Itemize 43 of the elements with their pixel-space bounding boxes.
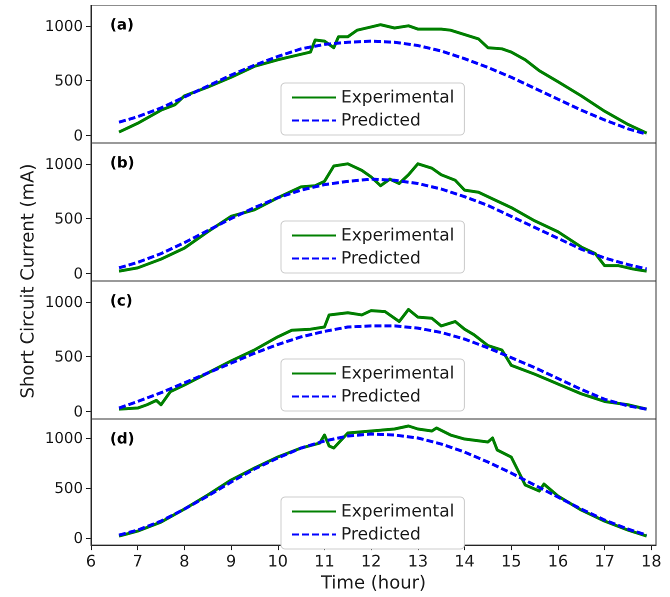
x-tick-label: 14	[454, 552, 475, 571]
annotation: (b)	[110, 154, 134, 172]
y-tick-label: 0	[73, 126, 83, 144]
x-tick-label: 13	[408, 552, 428, 571]
y-tick-label: 500	[54, 72, 83, 90]
legend-label: Experimental	[341, 226, 454, 246]
x-tick-label: 10	[268, 552, 288, 571]
legend-label: Experimental	[341, 364, 454, 384]
legend-label: Experimental	[341, 502, 454, 522]
line-series	[118, 178, 648, 270]
line-series	[118, 40, 648, 136]
annotation: (d)	[110, 430, 134, 448]
x-tick-label: 9	[226, 552, 236, 571]
y-tick-label: 1000	[44, 429, 83, 448]
y-tick-label: 0	[73, 529, 83, 548]
line-series	[118, 324, 648, 411]
line-series	[118, 308, 648, 411]
x-tick-label: 11	[314, 552, 335, 571]
x-tick-label: 16	[548, 552, 568, 571]
x-tick-label: 6	[86, 552, 96, 571]
legend-label: Predicted	[341, 524, 421, 544]
annotation: (a)	[110, 16, 134, 34]
legend-label: Predicted	[341, 110, 421, 130]
y-tick-label: 500	[54, 210, 83, 228]
y-tick-label: 1000	[44, 154, 83, 173]
x-tick-label: 8	[179, 552, 190, 571]
x-tick-label: 17	[594, 552, 615, 571]
legend-label: Experimental	[341, 88, 454, 108]
y-tick-label: 1000	[44, 16, 83, 35]
x-axis-title: Time (hour)	[320, 572, 426, 594]
x-tick-label: 12	[360, 552, 382, 571]
y-axis-title: Short Circuit Current (mA)	[18, 164, 38, 398]
x-tick-label: 7	[132, 552, 143, 571]
legend-label: Predicted	[341, 386, 421, 406]
y-tick-label: 0	[73, 264, 83, 282]
legend-label: Predicted	[341, 248, 421, 268]
y-tick-label: 0	[73, 402, 83, 420]
y-tick-label: 1000	[44, 292, 83, 311]
y-tick-label: 500	[54, 479, 83, 498]
x-tick-label: 18	[641, 552, 662, 571]
y-tick-label: 500	[54, 348, 83, 366]
annotation: (c)	[110, 292, 133, 310]
x-tick-label: 15	[501, 552, 522, 571]
